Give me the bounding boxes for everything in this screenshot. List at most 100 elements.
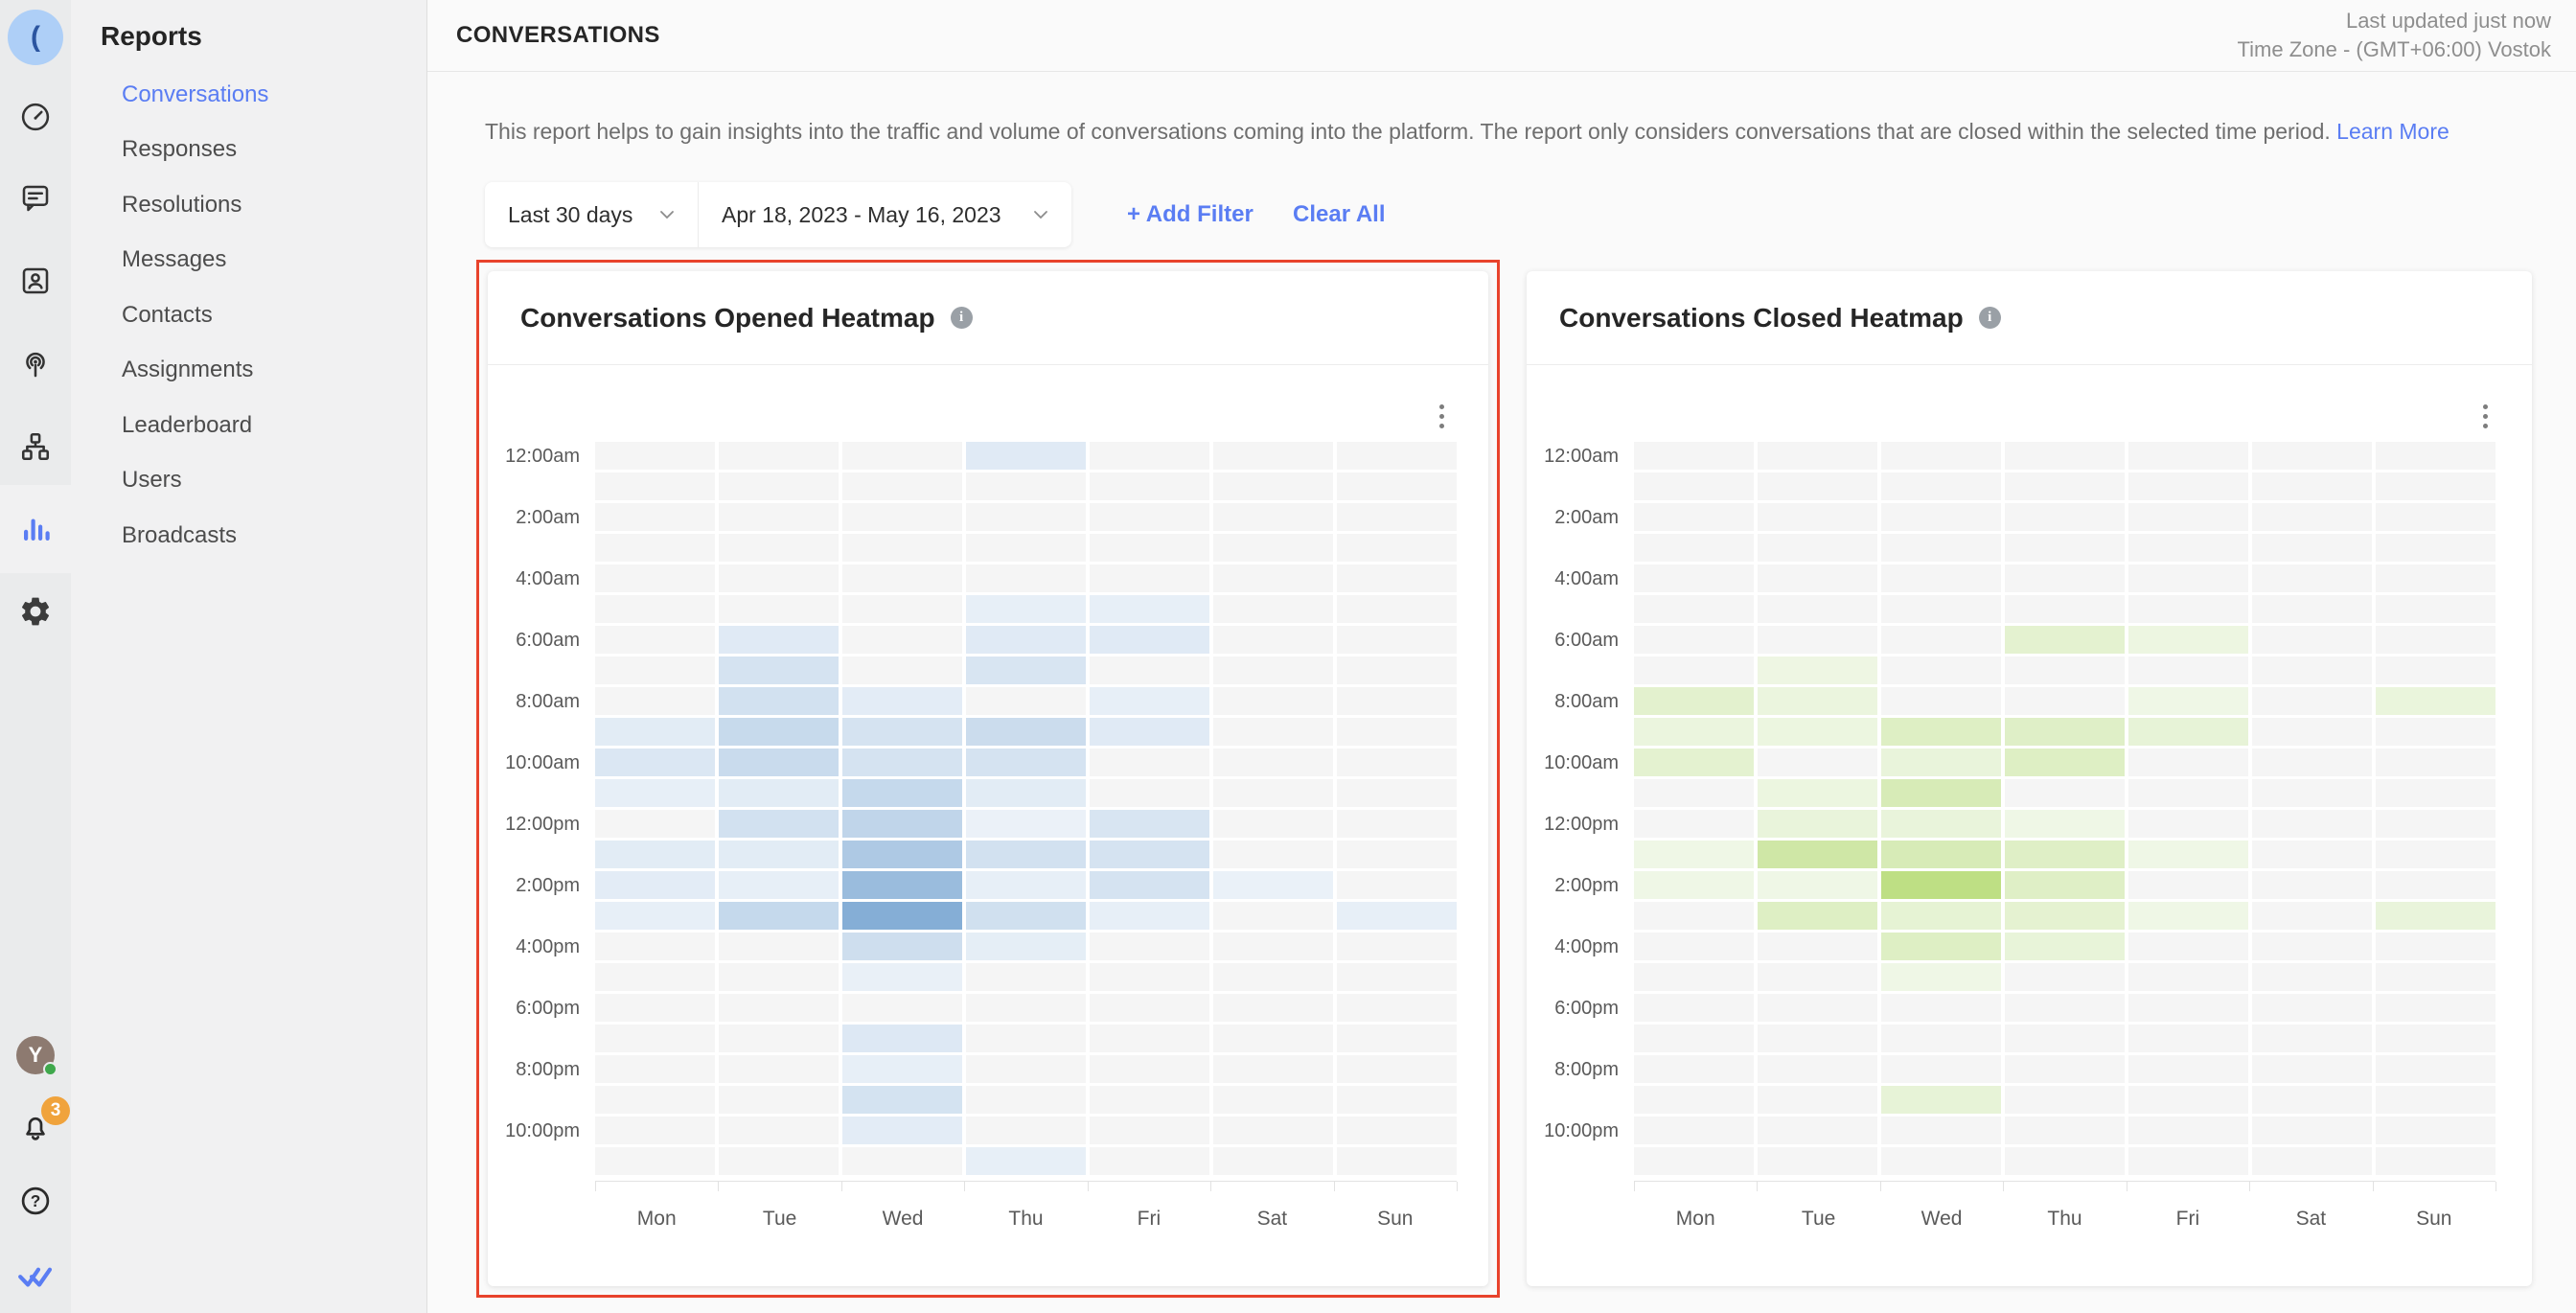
heatmap-cell[interactable] [1090, 1025, 1209, 1052]
heatmap-cell[interactable] [719, 1055, 839, 1083]
heatmap-cell[interactable] [1634, 963, 1754, 991]
heatmap-cell[interactable] [1337, 841, 1457, 868]
heatmap-cell[interactable] [1881, 1055, 2001, 1083]
heatmap-cell[interactable] [595, 595, 715, 623]
heatmap-cell[interactable] [2252, 595, 2372, 623]
heatmap-cell[interactable] [2376, 779, 2496, 807]
heatmap-cell[interactable] [842, 1117, 962, 1144]
add-filter-button[interactable]: + Add Filter [1127, 182, 1254, 247]
heatmap-cell[interactable] [1337, 749, 1457, 776]
heatmap-cell[interactable] [2005, 779, 2125, 807]
heatmap-cell[interactable] [2252, 718, 2372, 746]
heatmap-cell[interactable] [842, 1086, 962, 1114]
heatmap-cell[interactable] [1213, 994, 1333, 1022]
heatmap-cell[interactable] [1213, 687, 1333, 715]
heatmap-cell[interactable] [966, 963, 1086, 991]
heatmap-cell[interactable] [2252, 442, 2372, 470]
heatmap-cell[interactable] [2252, 871, 2372, 899]
heatmap-cell[interactable] [2128, 687, 2248, 715]
heatmap-cell[interactable] [595, 1086, 715, 1114]
info-icon[interactable]: i [950, 307, 973, 329]
heatmap-cell[interactable] [966, 1117, 1086, 1144]
heatmap-cell[interactable] [1634, 933, 1754, 960]
heatmap-cell[interactable] [1758, 442, 1877, 470]
heatmap-cell[interactable] [1881, 472, 2001, 500]
heatmap-cell[interactable] [2252, 933, 2372, 960]
heatmap-cell[interactable] [1758, 503, 1877, 531]
heatmap-cell[interactable] [1881, 1117, 2001, 1144]
heatmap-cell[interactable] [1881, 963, 2001, 991]
heatmap-cell[interactable] [1090, 442, 1209, 470]
heatmap-cell[interactable] [1634, 687, 1754, 715]
heatmap-cell[interactable] [719, 1147, 839, 1175]
heatmap-cell[interactable] [1881, 779, 2001, 807]
heatmap-cell[interactable] [966, 564, 1086, 592]
heatmap-cell[interactable] [1090, 902, 1209, 930]
heatmap-cell[interactable] [2128, 963, 2248, 991]
heatmap-cell[interactable] [966, 656, 1086, 684]
heatmap-cell[interactable] [595, 534, 715, 562]
heatmap-cell[interactable] [2005, 871, 2125, 899]
heatmap-cell[interactable] [1337, 595, 1457, 623]
heatmap-cell[interactable] [2005, 534, 2125, 562]
date-preset-select[interactable]: Last 30 days [485, 182, 698, 247]
rail-item-contacts[interactable] [0, 264, 71, 298]
heatmap-cell[interactable] [2005, 718, 2125, 746]
heatmap-cell[interactable] [595, 656, 715, 684]
heatmap-cell[interactable] [1337, 503, 1457, 531]
heatmap-cell[interactable] [719, 779, 839, 807]
heatmap-cell[interactable] [1337, 1086, 1457, 1114]
rail-item-settings[interactable] [0, 594, 71, 629]
date-range-select[interactable]: Apr 18, 2023 - May 16, 2023 [698, 182, 1071, 247]
heatmap-cell[interactable] [2128, 810, 2248, 838]
heatmap-cell[interactable] [2005, 687, 2125, 715]
heatmap-cell[interactable] [595, 1025, 715, 1052]
heatmap-cell[interactable] [1634, 779, 1754, 807]
heatmap-cell[interactable] [2252, 841, 2372, 868]
heatmap-cell[interactable] [966, 871, 1086, 899]
card-menu-button[interactable] [1427, 400, 1456, 432]
heatmap-cell[interactable] [1090, 595, 1209, 623]
heatmap-cell[interactable] [2005, 472, 2125, 500]
sidebar-item-messages[interactable]: Messages [122, 246, 227, 273]
heatmap-cell[interactable] [1213, 472, 1333, 500]
heatmap-cell[interactable] [1090, 1055, 1209, 1083]
heatmap-cell[interactable] [2128, 595, 2248, 623]
heatmap-cell[interactable] [1337, 933, 1457, 960]
heatmap-cell[interactable] [1337, 871, 1457, 899]
heatmap-cell[interactable] [842, 994, 962, 1022]
heatmap-cell[interactable] [1337, 810, 1457, 838]
heatmap-cell[interactable] [1213, 564, 1333, 592]
heatmap-cell[interactable] [2376, 1055, 2496, 1083]
heatmap-cell[interactable] [1337, 994, 1457, 1022]
heatmap-cell[interactable] [1758, 656, 1877, 684]
rail-item-notifications[interactable]: 3 [0, 1096, 71, 1146]
heatmap-cell[interactable] [2252, 1147, 2372, 1175]
heatmap-cell[interactable] [966, 902, 1086, 930]
heatmap-cell[interactable] [1758, 472, 1877, 500]
heatmap-cell[interactable] [595, 1147, 715, 1175]
heatmap-cell[interactable] [719, 963, 839, 991]
heatmap-cell[interactable] [966, 810, 1086, 838]
heatmap-cell[interactable] [2376, 933, 2496, 960]
heatmap-cell[interactable] [2252, 503, 2372, 531]
heatmap-cell[interactable] [1634, 718, 1754, 746]
heatmap-cell[interactable] [966, 472, 1086, 500]
heatmap-cell[interactable] [842, 749, 962, 776]
sidebar-item-resolutions[interactable]: Resolutions [122, 191, 242, 218]
heatmap-cell[interactable] [719, 534, 839, 562]
heatmap-cell[interactable] [1634, 534, 1754, 562]
heatmap-cell[interactable] [1213, 718, 1333, 746]
heatmap-cell[interactable] [2005, 1055, 2125, 1083]
heatmap-cell[interactable] [966, 779, 1086, 807]
heatmap-cell[interactable] [1213, 1086, 1333, 1114]
heatmap-cell[interactable] [2128, 472, 2248, 500]
heatmap-cell[interactable] [1090, 503, 1209, 531]
rail-item-help[interactable]: ? [0, 1184, 71, 1218]
heatmap-cell[interactable] [1337, 779, 1457, 807]
heatmap-cell[interactable] [2128, 994, 2248, 1022]
sidebar-item-conversations[interactable]: Conversations [122, 81, 269, 107]
heatmap-cell[interactable] [1337, 1055, 1457, 1083]
heatmap-cell[interactable] [1213, 595, 1333, 623]
heatmap-cell[interactable] [1881, 503, 2001, 531]
